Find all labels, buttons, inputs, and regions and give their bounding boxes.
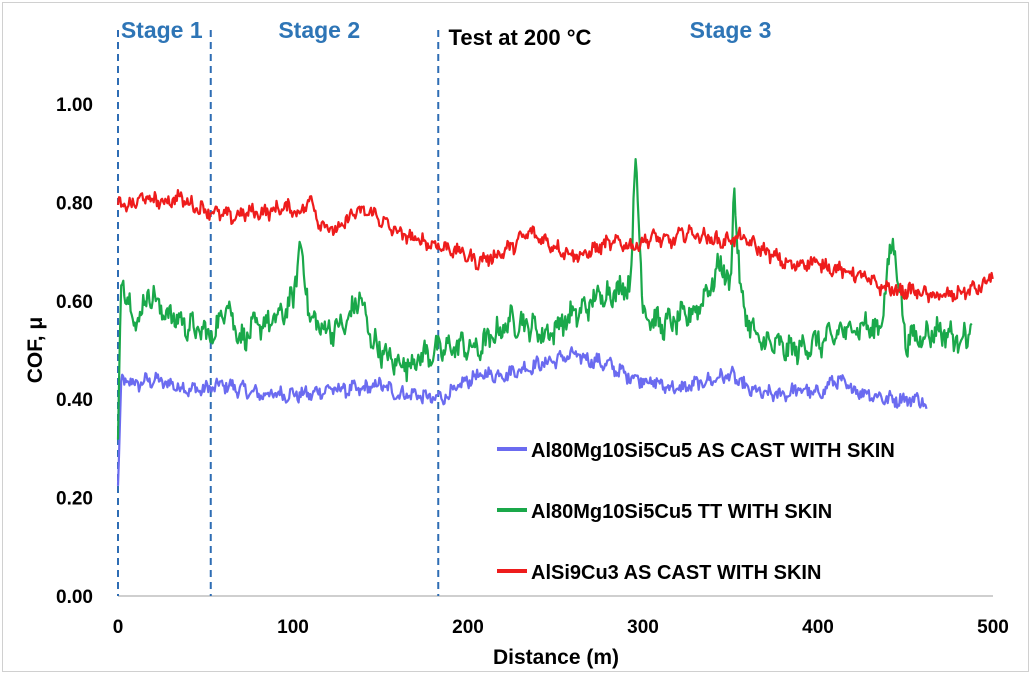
series-line-1 <box>116 158 973 440</box>
x-axis-label: Distance (m) <box>493 646 619 669</box>
y-tick-label: 0.00 <box>56 587 93 608</box>
legend-label-0: Al80Mg10Si5Cu5 AS CAST WITH SKIN <box>531 440 895 462</box>
stage-label: Stage 1 <box>121 17 203 43</box>
series-line-0 <box>116 346 928 486</box>
stage-label: Stage 3 <box>690 17 772 43</box>
chart-title: Test at 200 °C <box>449 25 592 50</box>
y-tick-label: 0.60 <box>56 292 93 313</box>
y-tick-label: 0.20 <box>56 489 93 510</box>
x-tick-label: 300 <box>627 617 659 638</box>
legend-label-2: AlSi9Cu3 AS CAST WITH SKIN <box>531 562 821 584</box>
stage-label: Stage 2 <box>278 17 360 43</box>
y-axis-label: COF, μ <box>24 317 47 384</box>
y-tick-label: 0.40 <box>56 390 93 411</box>
y-tick-label: 1.00 <box>56 95 93 116</box>
y-tick-label: 0.80 <box>56 193 93 214</box>
plot-area: 0.00 0.20 0.40 0.60 0.80 1.00 0 100 200 300 400 500… <box>56 17 1009 638</box>
x-tick-label: 0 <box>113 617 124 638</box>
x-tick-label: 200 <box>452 617 484 638</box>
x-tick-label: 400 <box>802 617 834 638</box>
x-tick-label: 500 <box>977 617 1009 638</box>
series-line-2 <box>116 189 994 304</box>
legend-label-1: Al80Mg10Si5Cu5 TT WITH SKIN <box>531 501 832 523</box>
x-tick-label: 100 <box>277 617 309 638</box>
legend: Al80Mg10Si5Cu5 AS CAST WITH SKIN Al80Mg1… <box>497 440 895 584</box>
